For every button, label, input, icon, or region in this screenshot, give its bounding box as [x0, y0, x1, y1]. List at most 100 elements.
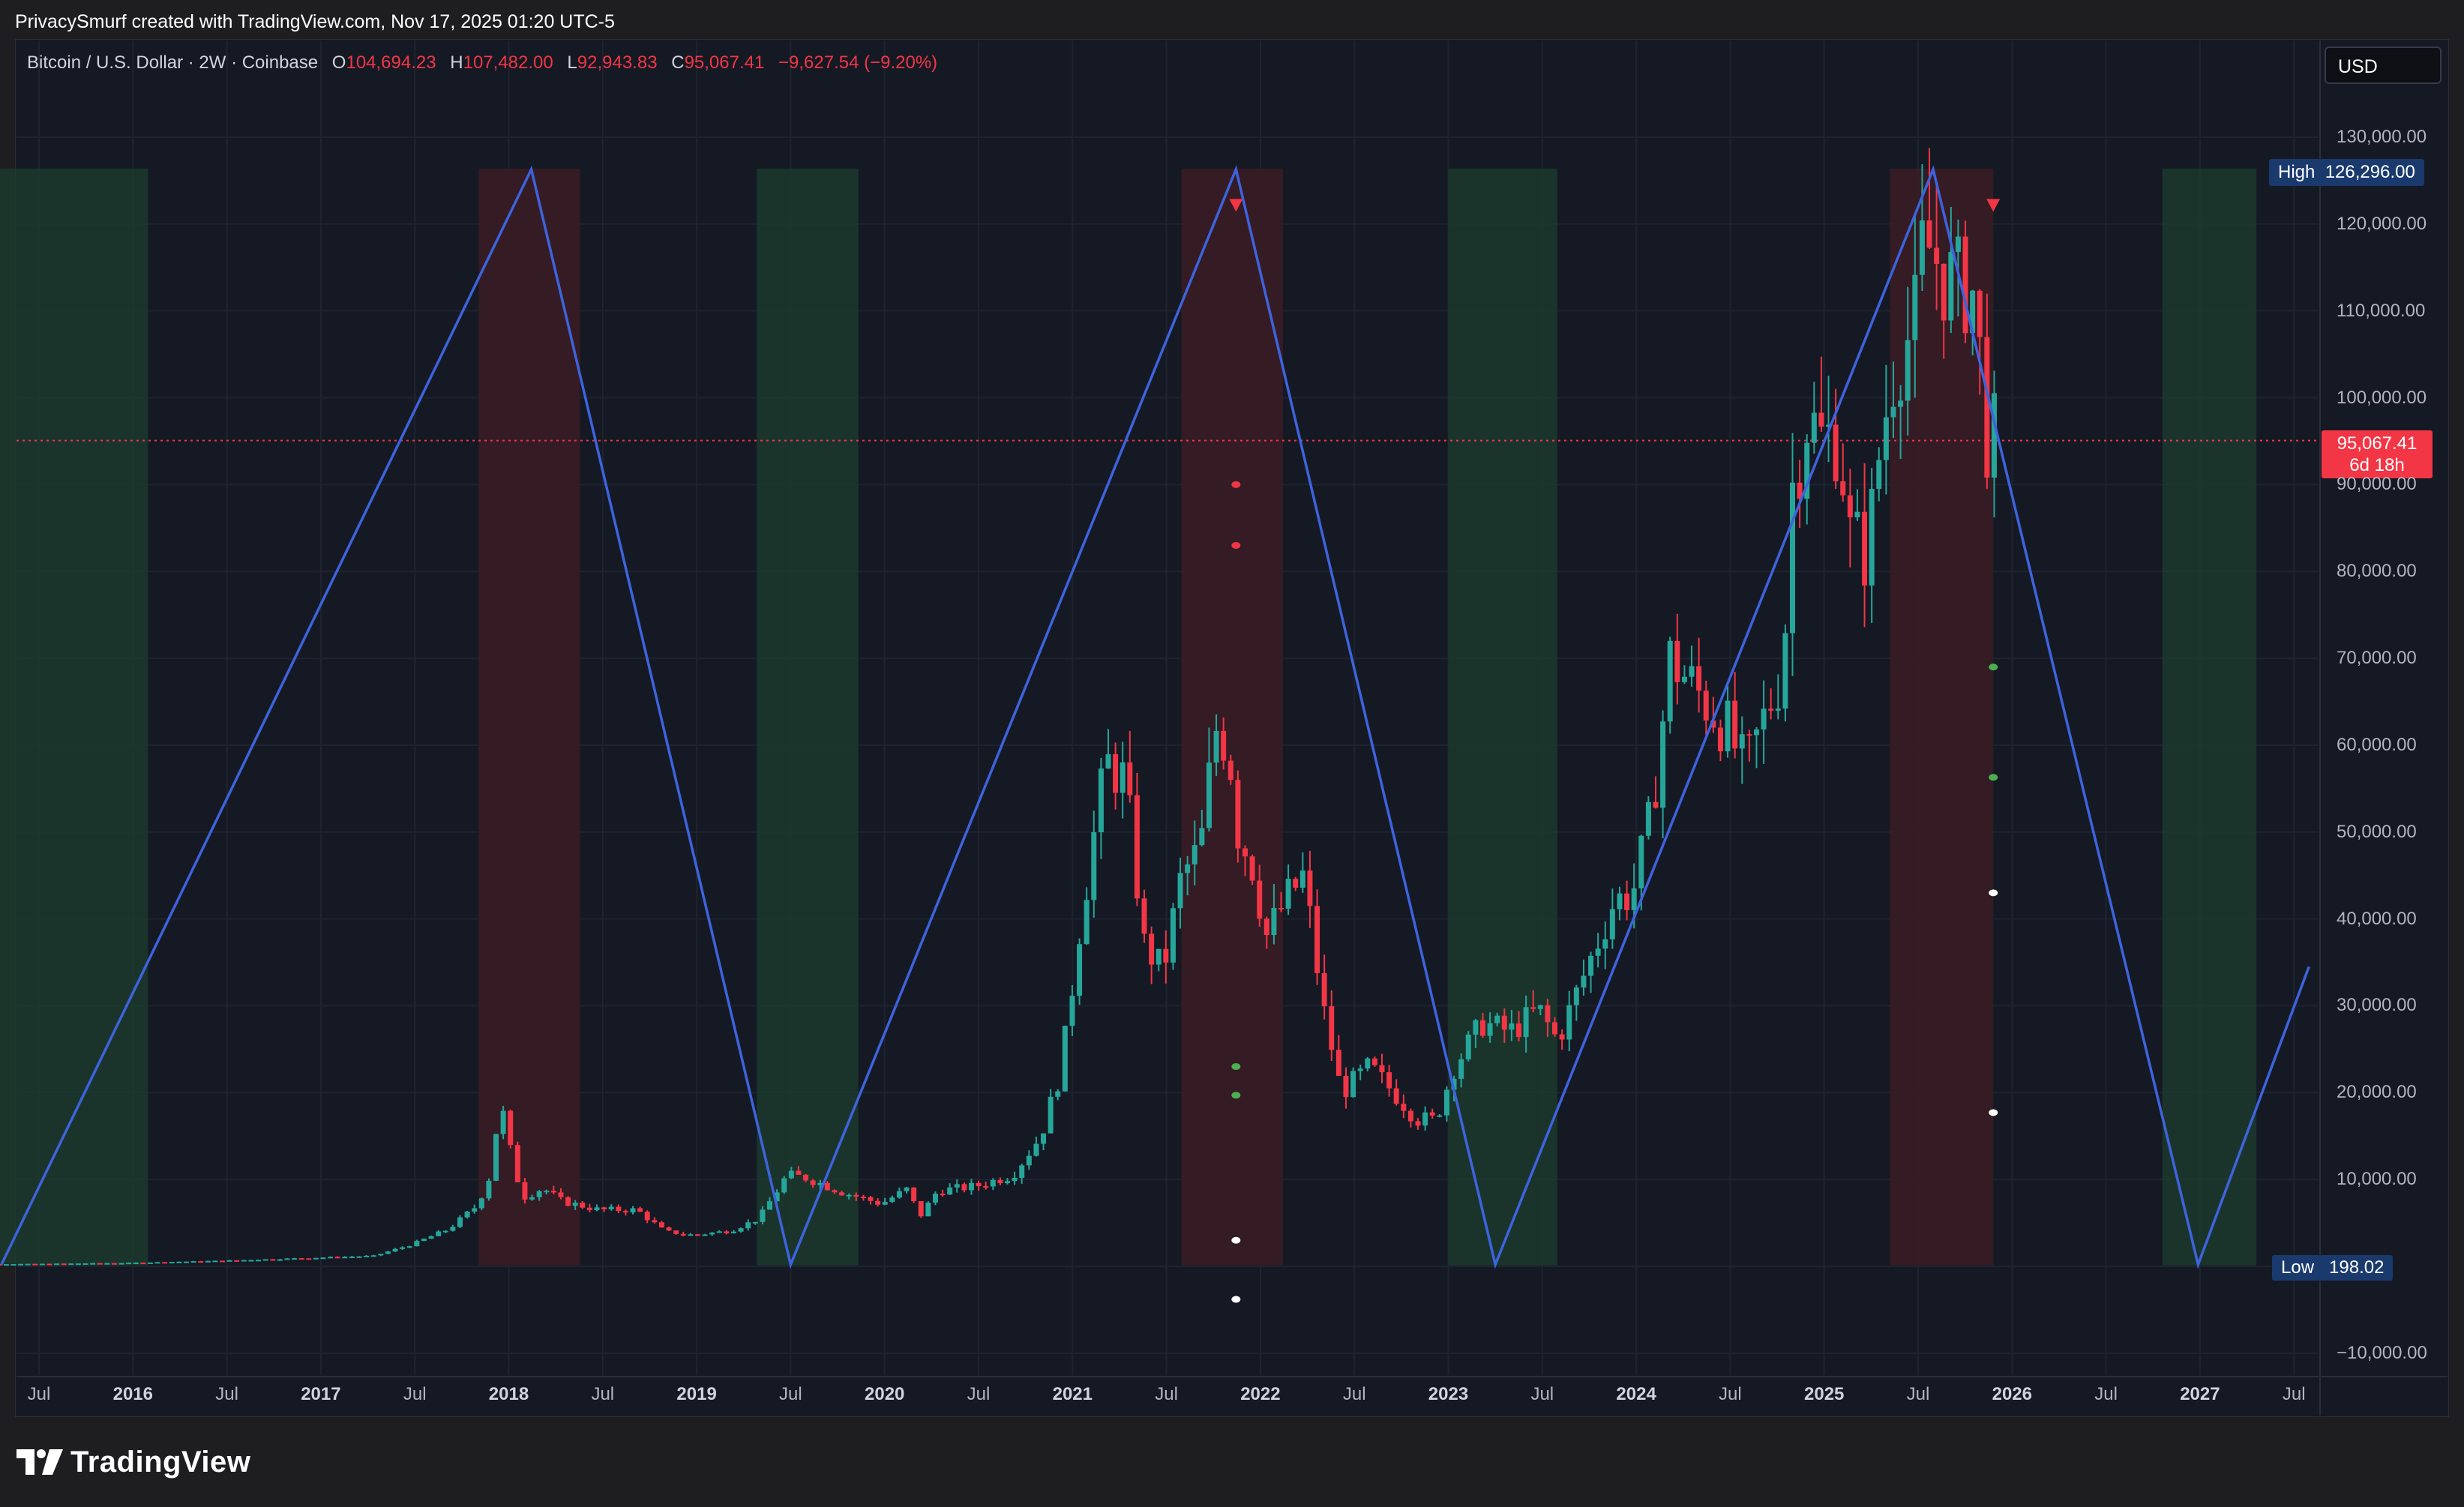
candle-body	[658, 1222, 664, 1228]
open-value: 104,694.23	[346, 52, 436, 73]
time-axis-label: 2021	[1052, 1384, 1093, 1404]
candle-body	[126, 1263, 132, 1265]
candle-body	[183, 1261, 189, 1263]
candle-body	[1415, 1121, 1421, 1126]
candle-body	[608, 1206, 614, 1209]
time-axis-label: Jul	[1719, 1384, 1742, 1404]
candle-body	[1530, 1007, 1536, 1009]
candle-body	[1335, 1050, 1341, 1076]
candle-body	[832, 1190, 838, 1193]
candle-body	[82, 1263, 88, 1266]
candle-body	[1228, 760, 1233, 780]
candle-body	[514, 1145, 520, 1182]
candle-body	[334, 1257, 340, 1259]
candle-body	[25, 1263, 31, 1266]
candle-body	[313, 1257, 319, 1260]
candle-body	[378, 1254, 384, 1256]
candle-body	[1941, 263, 1947, 321]
candle-body	[392, 1248, 398, 1252]
time-axis-label: Jul	[27, 1384, 51, 1404]
time-axis-label: Jul	[1155, 1384, 1178, 1404]
candle-body	[1141, 898, 1147, 934]
time-axis-label: 2022	[1240, 1384, 1281, 1404]
time-axis-label: 2024	[1616, 1384, 1656, 1404]
low-value: 92,943.83	[577, 52, 658, 73]
candle-body	[875, 1200, 881, 1205]
candle-body	[1019, 1165, 1025, 1178]
candle-body	[306, 1258, 312, 1260]
candle-body	[1357, 1068, 1363, 1071]
candle-body	[1710, 720, 1716, 728]
candle-body	[1905, 340, 1911, 401]
candle-body	[796, 1170, 802, 1175]
candle-body	[1033, 1143, 1039, 1156]
candle-body	[1242, 848, 1248, 857]
high-tag: High 126,296.00	[2269, 159, 2424, 186]
candle-body	[745, 1222, 751, 1229]
price-axis-label: 20,000.00	[2337, 1082, 2417, 1103]
attribution-bar: PrivacySmurf created with TradingView.co…	[0, 0, 2464, 43]
candle-body	[1934, 247, 1940, 264]
time-axis-label: Jul	[215, 1384, 238, 1404]
candle-body	[1667, 640, 1673, 722]
candle-body	[1134, 795, 1140, 899]
candle-body	[54, 1263, 60, 1266]
candle-body	[1005, 1181, 1011, 1184]
last-price-value: 95,067.41	[2337, 433, 2418, 454]
candle-body	[1862, 511, 1868, 586]
candle-body	[1638, 835, 1644, 888]
symbol-name[interactable]: Bitcoin / U.S. Dollar · 2W · Coinbase	[27, 52, 319, 73]
signal-dot	[1989, 664, 1998, 671]
candle-body	[1681, 676, 1687, 682]
candle-body	[550, 1191, 556, 1193]
time-axis-label: Jul	[591, 1384, 615, 1404]
candle-body	[1041, 1133, 1047, 1144]
candle-body	[1854, 511, 1860, 518]
signal-dot	[1231, 1236, 1241, 1244]
candle-body	[1314, 906, 1320, 974]
candle-body	[724, 1231, 730, 1233]
candle-body	[788, 1170, 794, 1179]
candle-body	[1912, 274, 1918, 340]
candle-body	[1263, 918, 1269, 935]
candle-body	[1069, 996, 1075, 1026]
candle-body	[1703, 691, 1709, 721]
candle-body	[911, 1187, 917, 1202]
candle-body	[1624, 893, 1630, 910]
signal-dot	[1231, 1296, 1241, 1303]
candle-body	[803, 1174, 809, 1181]
candle-body	[0, 1264, 2, 1266]
price-axis-label: 110,000.00	[2337, 300, 2426, 321]
candle-body	[1768, 709, 1774, 711]
candle-body	[824, 1182, 830, 1191]
tradingview-logo[interactable]: TradingView	[16, 1440, 250, 1485]
candle-body	[1170, 908, 1176, 963]
candle-body	[97, 1263, 103, 1265]
signal-dot	[1989, 1109, 1998, 1116]
candle-body	[688, 1234, 694, 1236]
signal-dot	[1231, 1092, 1241, 1099]
candle-body	[1199, 828, 1205, 846]
candle-body	[1422, 1112, 1428, 1126]
candle-body	[68, 1263, 74, 1266]
candle-body	[1631, 888, 1637, 910]
candle-body	[140, 1263, 146, 1265]
candle-body	[298, 1258, 304, 1260]
candle-body	[1105, 754, 1111, 768]
candle-body	[558, 1192, 564, 1197]
candle-body	[1293, 879, 1299, 888]
currency-button[interactable]: USD	[2325, 46, 2442, 84]
candle-body	[1365, 1058, 1371, 1069]
candle-body	[1509, 1023, 1515, 1030]
candle-body	[839, 1192, 845, 1196]
candle-body	[1753, 729, 1759, 736]
candle-body	[594, 1207, 600, 1210]
candle-body	[904, 1187, 910, 1191]
last-price-tag: 95,067.41 6d 18h	[2322, 430, 2433, 478]
time-axis-label: 2017	[301, 1384, 341, 1404]
price-axis-label: 70,000.00	[2337, 648, 2417, 669]
candle-body	[1401, 1104, 1407, 1111]
candle-body	[1062, 1026, 1068, 1092]
candle-body	[652, 1220, 658, 1223]
